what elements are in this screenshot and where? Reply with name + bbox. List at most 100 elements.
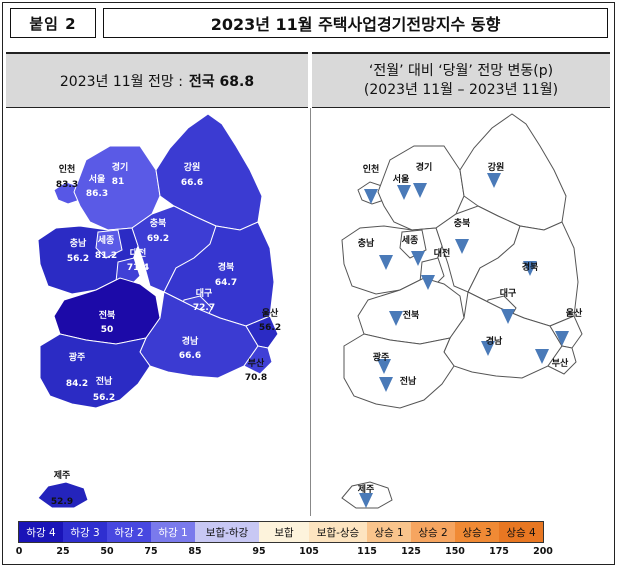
down-arrow-icon-seoul xyxy=(397,185,411,200)
region-name-chungbuk: 충북 xyxy=(150,217,167,229)
legend-bin: 하강 1 xyxy=(151,522,195,542)
legend-bar: 하강 4 하강 3 하강 2 하강 1 보합-하강 보합 보합-상승 상승 1 상승 2 상승 3… xyxy=(18,521,544,543)
left-panel-heading: 2023년 11월 전망 : 전국 68.8 xyxy=(6,52,308,108)
down-arrow-icon-ulsan xyxy=(555,331,569,346)
legend-tick: 0 xyxy=(15,546,23,557)
legend-bin: 보합 xyxy=(259,522,309,542)
region-value-jeonbuk: 50 xyxy=(101,325,114,335)
right-heading-line2: (2023년 11월 – 2023년 11월) xyxy=(363,81,559,98)
region-name-incheon: 인천 xyxy=(59,164,76,175)
figure-title: 2023년 11월 주택사업경기전망지수 동향 xyxy=(103,8,608,38)
down-arrow-icon-jeju xyxy=(359,493,373,508)
outline-busan xyxy=(547,345,577,375)
outline-name-gwangju: 광주 xyxy=(373,351,390,363)
region-value-jeonnam: 56.2 xyxy=(93,393,115,403)
outline-name-sejong: 세종 xyxy=(402,234,419,246)
left-choropleth-map: 인천 83.3 서울 86.3 경기 81 강원 66.6 충북 69.2 충남 56.2 세종 81.2… xyxy=(37,113,281,509)
down-arrow-icon-gyeongnam xyxy=(481,341,495,356)
region-name-busan: 부산 xyxy=(248,357,265,369)
region-value-gyeongnam: 66.6 xyxy=(179,351,201,361)
down-arrow-icon-busan xyxy=(535,349,549,364)
region-value-gyeongbuk: 64.7 xyxy=(215,278,237,288)
down-arrow-icon-jeonbuk xyxy=(389,311,403,326)
region-sejong xyxy=(95,229,123,259)
outline-name-gyeongnam: 경남 xyxy=(486,335,503,347)
outline-name-jeonnam: 전남 xyxy=(400,375,417,387)
down-arrow-icon-daegu xyxy=(501,309,515,324)
legend-tick: 105 xyxy=(299,546,319,557)
region-busan xyxy=(243,345,273,375)
region-value-daejeon: 71.4 xyxy=(127,263,149,273)
legend-tick: 75 xyxy=(144,546,158,557)
down-arrow-icon-daejeon xyxy=(421,275,435,290)
legend-tick: 85 xyxy=(188,546,202,557)
down-arrow-icon-jeonnam xyxy=(379,377,393,392)
region-value-gyeonggi: 81 xyxy=(112,177,125,187)
down-arrow-icon-gangwon xyxy=(487,173,501,188)
outline-name-incheon: 인천 xyxy=(363,164,380,175)
outline-name-busan: 부산 xyxy=(552,357,569,369)
region-gyeonggi xyxy=(73,145,161,231)
region-jeju xyxy=(37,481,89,509)
legend-bin: 하강 4 xyxy=(19,522,63,542)
legend-tick: 25 xyxy=(56,546,70,557)
outline-name-ulsan: 울산 xyxy=(566,307,583,319)
region-name-gyeonggi: 경기 xyxy=(112,161,129,173)
region-name-gwangju: 광주 xyxy=(69,351,86,363)
region-name-daejeon: 대전 xyxy=(130,247,147,259)
legend-tick: 95 xyxy=(252,546,266,557)
region-value-chungbuk: 69.2 xyxy=(147,234,169,244)
legend-bin: 상승 4 xyxy=(499,522,543,542)
legend-tick: 115 xyxy=(357,546,377,557)
region-value-seoul: 86.3 xyxy=(86,189,108,199)
region-ulsan xyxy=(245,315,279,349)
region-value-ulsan: 56.2 xyxy=(259,323,281,333)
outline-name-seoul: 서울 xyxy=(393,173,410,185)
down-arrow-icon-chungbuk xyxy=(455,239,469,254)
legend-tick: 200 xyxy=(533,546,553,557)
down-arrow-icon-sejong xyxy=(411,251,425,266)
outline-name-chungbuk: 충북 xyxy=(454,217,471,229)
region-name-seoul: 서울 xyxy=(89,173,106,185)
region-name-daegu: 대구 xyxy=(196,287,213,299)
appendix-tag: 붙임 2 xyxy=(10,8,96,38)
legend-tick: 175 xyxy=(489,546,509,557)
right-heading-line1: ‘전월’ 대비 ‘당월’ 전망 변동(p) xyxy=(368,62,554,79)
region-name-jeju: 제주 xyxy=(54,469,71,481)
region-value-jeju: 52.9 xyxy=(51,497,73,507)
down-arrow-icon-chungnam xyxy=(379,255,393,270)
legend-tick: 125 xyxy=(401,546,421,557)
region-value-incheon: 83.3 xyxy=(56,180,78,190)
legend-bin: 보합-상승 xyxy=(309,522,367,542)
region-name-jeonbuk: 전북 xyxy=(99,309,116,321)
outline-name-jeju: 제주 xyxy=(358,483,375,495)
legend-bin: 하강 3 xyxy=(63,522,107,542)
outline-name-jeonbuk: 전북 xyxy=(403,309,420,321)
region-name-gyeongnam: 경남 xyxy=(182,335,199,347)
region-name-jeonnam: 전남 xyxy=(96,375,113,387)
legend-bin: 상승 2 xyxy=(411,522,455,542)
region-name-gangwon: 강원 xyxy=(184,161,201,173)
outline-name-daegu: 대구 xyxy=(500,287,517,299)
down-arrow-icon-incheon xyxy=(364,189,378,204)
outline-name-chungnam: 충남 xyxy=(358,237,375,249)
left-heading-national: 전국 68.8 xyxy=(188,73,255,90)
panel-divider xyxy=(310,108,311,516)
legend-bin: 하강 2 xyxy=(107,522,151,542)
region-name-gyeongbuk: 경북 xyxy=(218,261,235,273)
right-panel-heading: ‘전월’ 대비 ‘당월’ 전망 변동(p) (2023년 11월 – 2023년… xyxy=(312,52,610,108)
outline-jeonnam xyxy=(343,333,455,409)
left-heading-prefix: 2023년 11월 전망 : xyxy=(59,73,183,90)
region-value-sejong: 81.2 xyxy=(95,251,117,261)
down-arrow-icon-gyeonggi xyxy=(413,183,427,198)
legend-tick: 50 xyxy=(100,546,114,557)
outline-name-gyeonggi: 경기 xyxy=(416,161,433,173)
region-value-gangwon: 66.6 xyxy=(181,178,203,188)
legend-bin: 상승 3 xyxy=(455,522,499,542)
legend-bin: 보합-하강 xyxy=(195,522,259,542)
region-name-chungnam: 충남 xyxy=(70,237,87,249)
region-value-daegu: 72.7 xyxy=(193,303,215,313)
legend-bin: 상승 1 xyxy=(367,522,411,542)
